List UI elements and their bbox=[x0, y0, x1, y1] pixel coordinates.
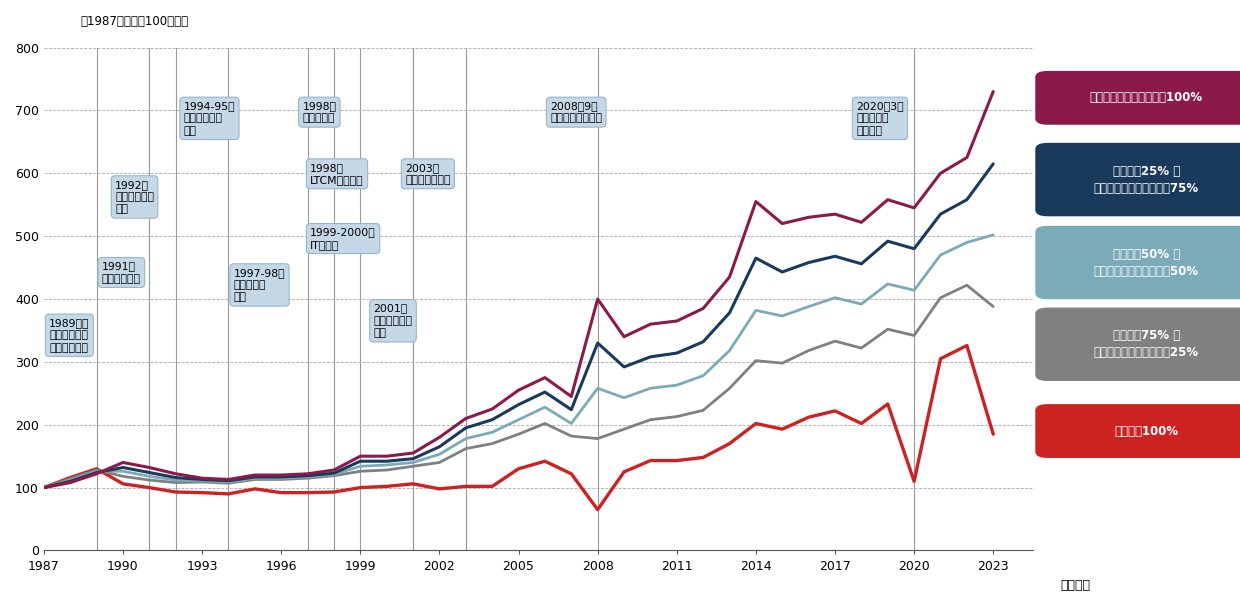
Text: 1994-95年
メキシコ通貨
危機: 1994-95年 メキシコ通貨 危機 bbox=[184, 101, 236, 136]
Text: 1998年
ロシア危機: 1998年 ロシア危機 bbox=[303, 101, 336, 124]
Text: 国内株式100%: 国内株式100% bbox=[1115, 425, 1178, 438]
Text: 1999-2000年
ITバブル: 1999-2000年 ITバブル bbox=[310, 227, 376, 250]
Text: 2003年
日本の金融危機: 2003年 日本の金融危機 bbox=[405, 163, 450, 185]
Text: 国内株式50% ＋
外国債券（ヘッジなし）50%: 国内株式50% ＋ 外国債券（ヘッジなし）50% bbox=[1094, 247, 1199, 278]
Text: 2008年9月
リーマンショック: 2008年9月 リーマンショック bbox=[551, 101, 603, 124]
Text: 外国債券（ヘッジなし）100%: 外国債券（ヘッジなし）100% bbox=[1090, 91, 1203, 104]
Text: 2001年
アルゼンチン
危機: 2001年 アルゼンチン 危機 bbox=[373, 304, 413, 338]
Text: 1997-98年
アジア通貨
危機: 1997-98年 アジア通貨 危機 bbox=[233, 267, 285, 302]
Text: 2020年3月
新型コロナ
感染拡大: 2020年3月 新型コロナ 感染拡大 bbox=[856, 101, 904, 136]
Text: 1992年
ソロス対英国
中銀: 1992年 ソロス対英国 中銀 bbox=[115, 179, 154, 214]
Text: 1989年－
バブル崩壊と
不良債権問題: 1989年－ バブル崩壊と 不良債権問題 bbox=[50, 318, 89, 353]
Text: （年度）: （年度） bbox=[1060, 580, 1090, 592]
Text: 1998年
LTCMショック: 1998年 LTCMショック bbox=[310, 163, 363, 185]
Text: 国内株式75% ＋
外国債券（ヘッジなし）25%: 国内株式75% ＋ 外国債券（ヘッジなし）25% bbox=[1094, 329, 1199, 359]
Text: （1987年度末＝100万円）: （1987年度末＝100万円） bbox=[81, 15, 188, 28]
Text: 国内株式25% ＋
外国債券（ヘッジなし）75%: 国内株式25% ＋ 外国債券（ヘッジなし）75% bbox=[1094, 165, 1199, 195]
Text: 1991年
共産圏の崩壊: 1991年 共産圏の崩壊 bbox=[102, 261, 141, 284]
